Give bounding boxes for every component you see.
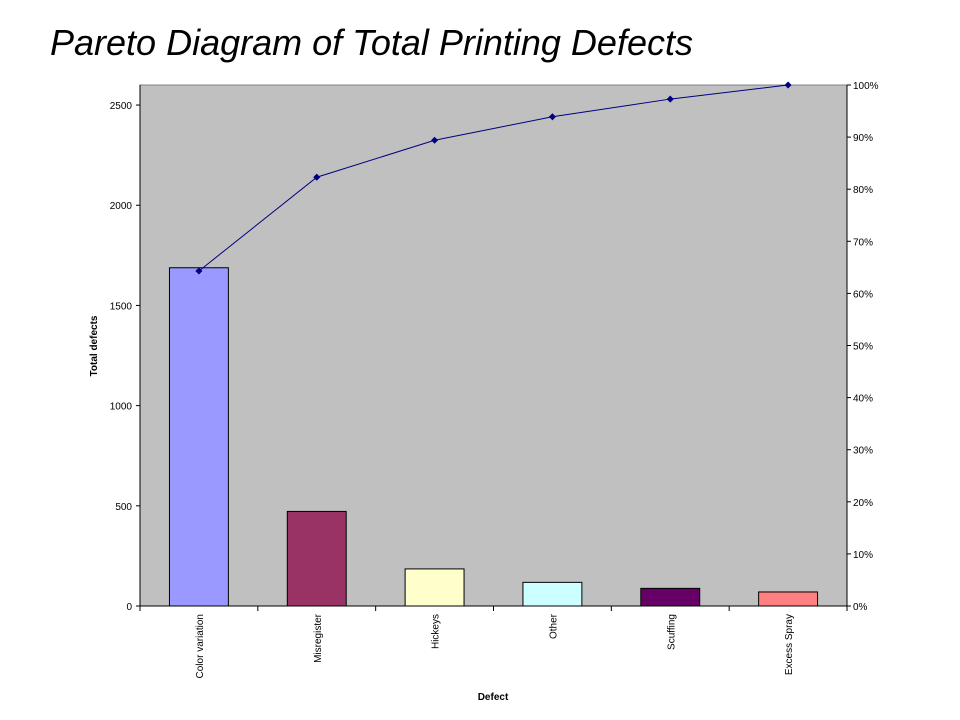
- cumulative-point: [666, 95, 674, 103]
- y2-tick-label: 20%: [853, 498, 873, 509]
- bar-scuffing: [640, 587, 701, 607]
- cumulative-point: [431, 136, 439, 144]
- slide-title: Pareto Diagram of Total Printing Defects: [50, 22, 693, 63]
- cumulative-point: [548, 113, 556, 121]
- x-tick-label: Hickeys: [431, 614, 442, 649]
- y2-tick-label: 10%: [853, 550, 873, 561]
- y2-tick-label: 50%: [853, 342, 873, 353]
- y-tick-label: 0: [126, 602, 132, 613]
- y-tick-label: 500: [115, 502, 132, 513]
- y-tick-label: 2500: [110, 101, 133, 112]
- y2-tick-label: 30%: [853, 446, 873, 457]
- x-tick-label: Excess Spray: [784, 614, 795, 675]
- y2-tick-label: 100%: [853, 81, 879, 92]
- x-tick-label: Color variation: [195, 614, 206, 678]
- y2-tick-label: 90%: [853, 133, 873, 144]
- y2-tick-label: 40%: [853, 394, 873, 405]
- x-tick-label: Scuffing: [666, 614, 677, 650]
- cumulative-point: [784, 81, 792, 89]
- y2-tick-label: 0%: [853, 602, 868, 613]
- bar-misregister: [286, 510, 347, 607]
- x-tick-label: Other: [548, 613, 559, 639]
- bar-excess-spray: [758, 591, 819, 607]
- y2-tick-label: 70%: [853, 237, 873, 248]
- cumulative-line: [198, 84, 789, 272]
- plot-area: [139, 84, 848, 607]
- bar-hickeys: [404, 568, 465, 607]
- y-tick-label: 2000: [110, 201, 133, 212]
- y-tick-label: 1500: [110, 301, 133, 312]
- x-tick-label: Misregister: [313, 613, 324, 663]
- y-tick-label: 1000: [110, 402, 133, 413]
- x-axis-title: Defect: [478, 692, 509, 703]
- cumulative-point: [313, 173, 321, 181]
- y2-tick-label: 60%: [853, 289, 873, 300]
- bar-color-variation: [168, 267, 229, 607]
- y-axis-title: Total defects: [89, 315, 100, 376]
- bar-other: [522, 581, 583, 607]
- cumulative-point: [195, 267, 203, 275]
- y2-tick-label: 80%: [853, 185, 873, 196]
